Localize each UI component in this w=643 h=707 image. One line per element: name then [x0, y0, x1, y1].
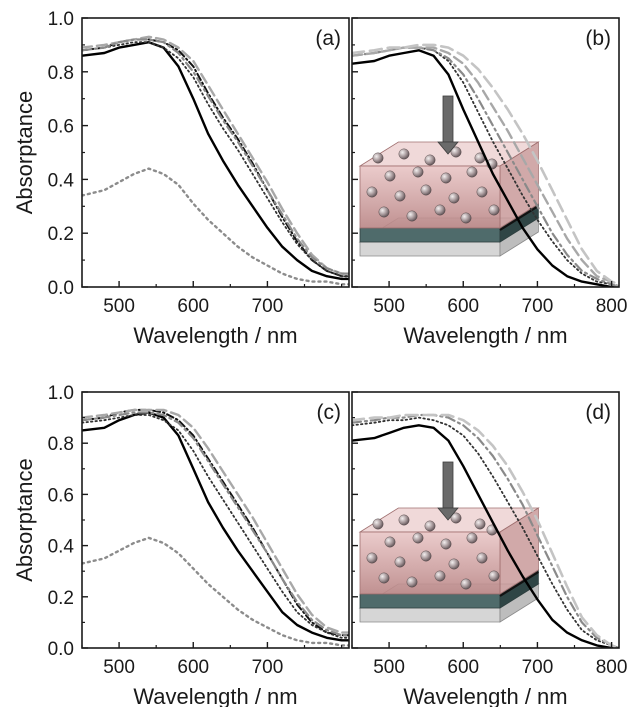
series-line-c-6 [82, 536, 349, 647]
inset-illustration-b [358, 95, 540, 257]
x-tick-label: 600 [177, 296, 209, 317]
series-line-b-5 [352, 43, 619, 286]
series-line-d-1 [352, 424, 619, 648]
series-line-a-5 [82, 38, 349, 275]
x-tick-label: 500 [103, 657, 135, 678]
x-tick-label: 700 [522, 657, 554, 678]
y-tick-label: 0.6 [48, 117, 74, 138]
y-tick-label: 0.0 [48, 639, 74, 660]
x-tick-label: 800 [596, 657, 628, 678]
x-axis-label: Wavelength / nm [133, 684, 297, 707]
panel-label: (a) [315, 27, 341, 50]
y-tick-label: 0.6 [48, 485, 74, 506]
y-axis-label: Absorptance [12, 458, 37, 582]
series-line-a-4 [82, 35, 349, 275]
series-line-c-1 [82, 411, 349, 642]
series-line-c-3 [82, 414, 349, 639]
series-line-d-2 [352, 416, 619, 648]
x-axis-label: Wavelength / nm [133, 323, 297, 348]
panel-b: 500 600 700 800 Wavelength / nm (b) [351, 17, 628, 348]
y-tick-label: 0.4 [48, 537, 75, 558]
x-tick-label: 700 [252, 657, 284, 678]
inset-illustration-d [358, 461, 540, 623]
panel-label: (b) [585, 27, 611, 50]
series-line-c-2 [82, 408, 349, 637]
series-line-a-1 [82, 41, 349, 281]
y-tick-label: 1.0 [48, 383, 74, 404]
panel-label: (d) [585, 401, 611, 424]
panel-c: 500 600 700 0.0 0.2 0.4 0.6 0.8 1.0 Wavelength / … [12, 383, 350, 707]
y-axis-label: Absorptance [12, 91, 37, 215]
y-tick-label: 0.8 [48, 63, 74, 84]
x-tick-label: 700 [522, 296, 554, 317]
series-line-d-4 [352, 413, 619, 648]
series-line-a-3 [82, 41, 349, 278]
series-line-b-2 [352, 46, 619, 287]
x-tick-label: 600 [177, 657, 209, 678]
series-line-c-4 [82, 408, 349, 634]
x-tick-label: 700 [252, 296, 284, 317]
y-tick-label: 0.4 [48, 170, 75, 191]
y-tick-label: 1.0 [48, 9, 74, 30]
x-tick-label: 500 [373, 657, 405, 678]
series-line-a-2 [82, 38, 349, 278]
x-axis-label: Wavelength / nm [403, 323, 567, 348]
panel-a: 500 600 700 0.0 0.2 0.4 0.6 0.8 1.0 Wavelength / … [12, 9, 350, 348]
panel-d: 500 600 700 800 Wavelength / nm (d) [351, 391, 628, 707]
y-tick-label: 0.0 [48, 278, 74, 299]
x-tick-label: 600 [447, 657, 479, 678]
x-tick-label: 600 [447, 296, 479, 317]
y-tick-label: 0.2 [48, 588, 74, 609]
series-line-b-4 [352, 46, 619, 287]
series-line-a-6 [82, 167, 349, 286]
y-tick-label: 0.2 [48, 224, 74, 245]
series-line-d-3 [352, 413, 619, 648]
x-tick-label: 500 [373, 296, 405, 317]
series-line-b-1 [352, 49, 619, 287]
panel-label: (c) [317, 401, 342, 424]
y-tick-label: 0.8 [48, 434, 74, 455]
plot-frame [81, 17, 350, 288]
series-line-c-5 [82, 411, 349, 637]
x-axis-label: Wavelength / nm [403, 684, 567, 707]
x-tick-label: 500 [103, 296, 135, 317]
x-tick-label: 800 [596, 296, 628, 317]
